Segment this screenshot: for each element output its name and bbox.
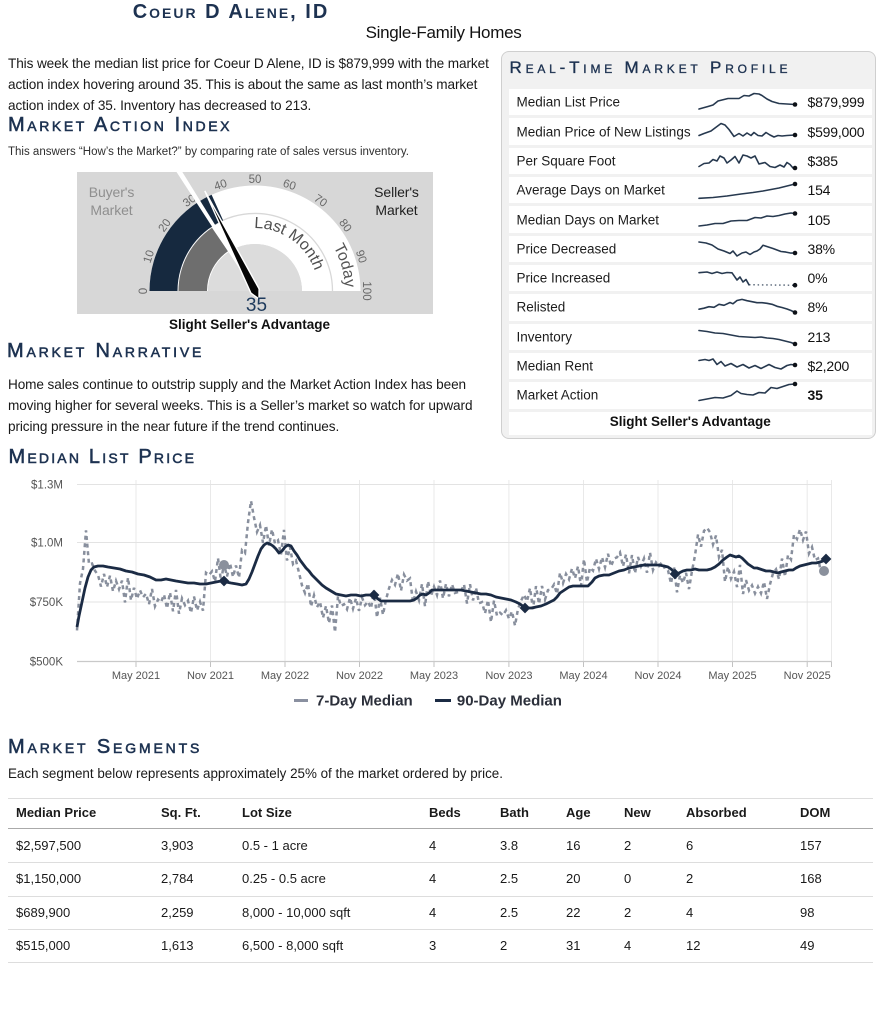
svg-text:90: 90 (353, 249, 368, 265)
svg-text:May 2024: May 2024 (559, 670, 607, 682)
svg-text:10: 10 (142, 249, 157, 265)
svg-text:Nov 2021: Nov 2021 (187, 670, 234, 682)
svg-text:Nov 2025: Nov 2025 (784, 670, 831, 682)
svg-text:40: 40 (213, 178, 229, 193)
svg-text:Nov 2022: Nov 2022 (336, 670, 383, 682)
svg-text:May 2021: May 2021 (112, 670, 160, 682)
svg-text:May 2023: May 2023 (410, 670, 458, 682)
svg-text:100: 100 (360, 281, 372, 300)
svg-text:$500K: $500K (30, 657, 64, 669)
svg-text:0: 0 (138, 288, 150, 294)
svg-text:50: 50 (249, 174, 262, 186)
svg-text:Nov 2024: Nov 2024 (634, 670, 681, 682)
svg-text:$1.3M: $1.3M (31, 480, 63, 492)
svg-text:Nov 2023: Nov 2023 (485, 670, 532, 682)
svg-text:May 2022: May 2022 (261, 670, 309, 682)
svg-text:$1.0M: $1.0M (31, 538, 63, 550)
svg-text:May 2025: May 2025 (708, 670, 756, 682)
svg-text:$750K: $750K (30, 597, 64, 609)
svg-text:60: 60 (281, 178, 297, 193)
